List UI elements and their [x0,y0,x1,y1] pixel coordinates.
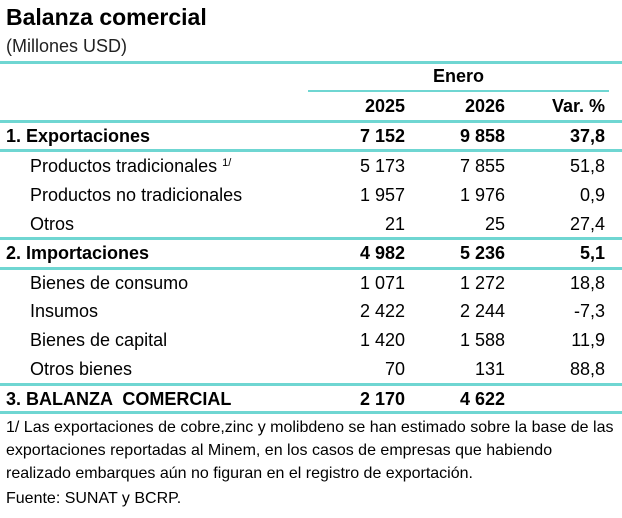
row-label: Bienes de capital [30,330,168,350]
row-label: Insumos [30,301,99,321]
rule [0,237,622,240]
value-var: 51,8 [569,156,605,176]
row-label: 3. BALANZA COMERCIAL [6,389,232,409]
row-label: 2. Importaciones [6,243,150,263]
table-row: Productos tradicionales 1/ 5 173 7 855 5… [0,153,622,179]
row-label: 1. Exportaciones [6,126,151,146]
table-row-balanza: 3. BALANZA COMERCIAL 2 170 4 622 [0,386,622,412]
value-var: 18,8 [569,273,605,293]
rule [0,149,622,152]
value-2026: 4 622 [459,389,505,409]
value-2026: 2 244 [459,301,505,321]
table-row-exportaciones: 1. Exportaciones 7 152 9 858 37,8 [0,123,622,149]
header-period: Enero [432,66,484,86]
header-var: Var. % [551,96,605,116]
value-2026: 1 976 [459,185,505,205]
value-2026: 1 272 [459,273,505,293]
table-row: Bienes de capital 1 420 1 588 11,9 [0,327,622,353]
rule [0,383,622,386]
value-var: 5,1 [579,243,605,263]
table-row-importaciones: 2. Importaciones 4 982 5 236 5,1 [0,240,622,266]
row-label: Otros [30,214,75,234]
table-row: Otros 21 25 27,4 [0,211,622,237]
value-var: 88,8 [569,359,605,379]
value-2025: 70 [384,359,405,379]
source-note: Fuente: SUNAT y BCRP. [6,490,182,507]
value-var: 27,4 [569,214,605,234]
rule [0,267,622,270]
header-2026: 2026 [464,96,505,116]
value-2025: 7 152 [359,126,405,146]
value-2025: 1 957 [359,185,405,205]
row-label: Productos no tradicionales [30,185,243,205]
value-2025: 2 170 [359,389,405,409]
value-var: 37,8 [569,126,605,146]
value-2026: 9 858 [459,126,505,146]
row-label: Productos tradicionales 1/ [30,153,231,179]
rule-bottom [0,411,622,414]
value-2026: 25 [484,214,505,234]
value-2026: 5 236 [459,243,505,263]
rule-period [308,90,609,92]
value-var: 11,9 [571,330,605,350]
table-title: Balanza comercial [6,4,207,30]
value-2025: 1 071 [359,273,405,293]
value-2025: 4 982 [359,243,405,263]
value-2025: 21 [384,214,405,234]
row-label: Otros bienes [30,359,133,379]
table-row: Insumos 2 422 2 244 -7,3 [0,298,622,324]
value-var: -7,3 [573,301,605,321]
rule-header [0,120,622,123]
value-2026: 131 [474,359,505,379]
header-row: 2025 2026 Var. % [0,93,622,119]
value-2025: 1 420 [359,330,405,350]
table-row: Bienes de consumo 1 071 1 272 18,8 [0,270,622,296]
table-row: Productos no tradicionales 1 957 1 976 0… [0,182,622,208]
value-2026: 1 588 [459,330,505,350]
value-2025: 2 422 [359,301,405,321]
footnote-ref: 1/ [222,157,232,169]
table-subtitle: (Millones USD) [6,36,128,56]
row-label-text: Productos tradicionales [30,156,218,176]
value-2026: 7 855 [459,156,505,176]
header-period-row: Enero [0,63,622,89]
row-label: Bienes de consumo [30,273,189,293]
value-2025: 5 173 [359,156,405,176]
value-var: 0,9 [579,185,605,205]
header-2025: 2025 [364,96,405,116]
table-row: Otros bienes 70 131 88,8 [0,356,622,382]
rule-top [0,61,622,64]
footnote: 1/ Las exportaciones de cobre,zinc y mol… [6,419,614,482]
